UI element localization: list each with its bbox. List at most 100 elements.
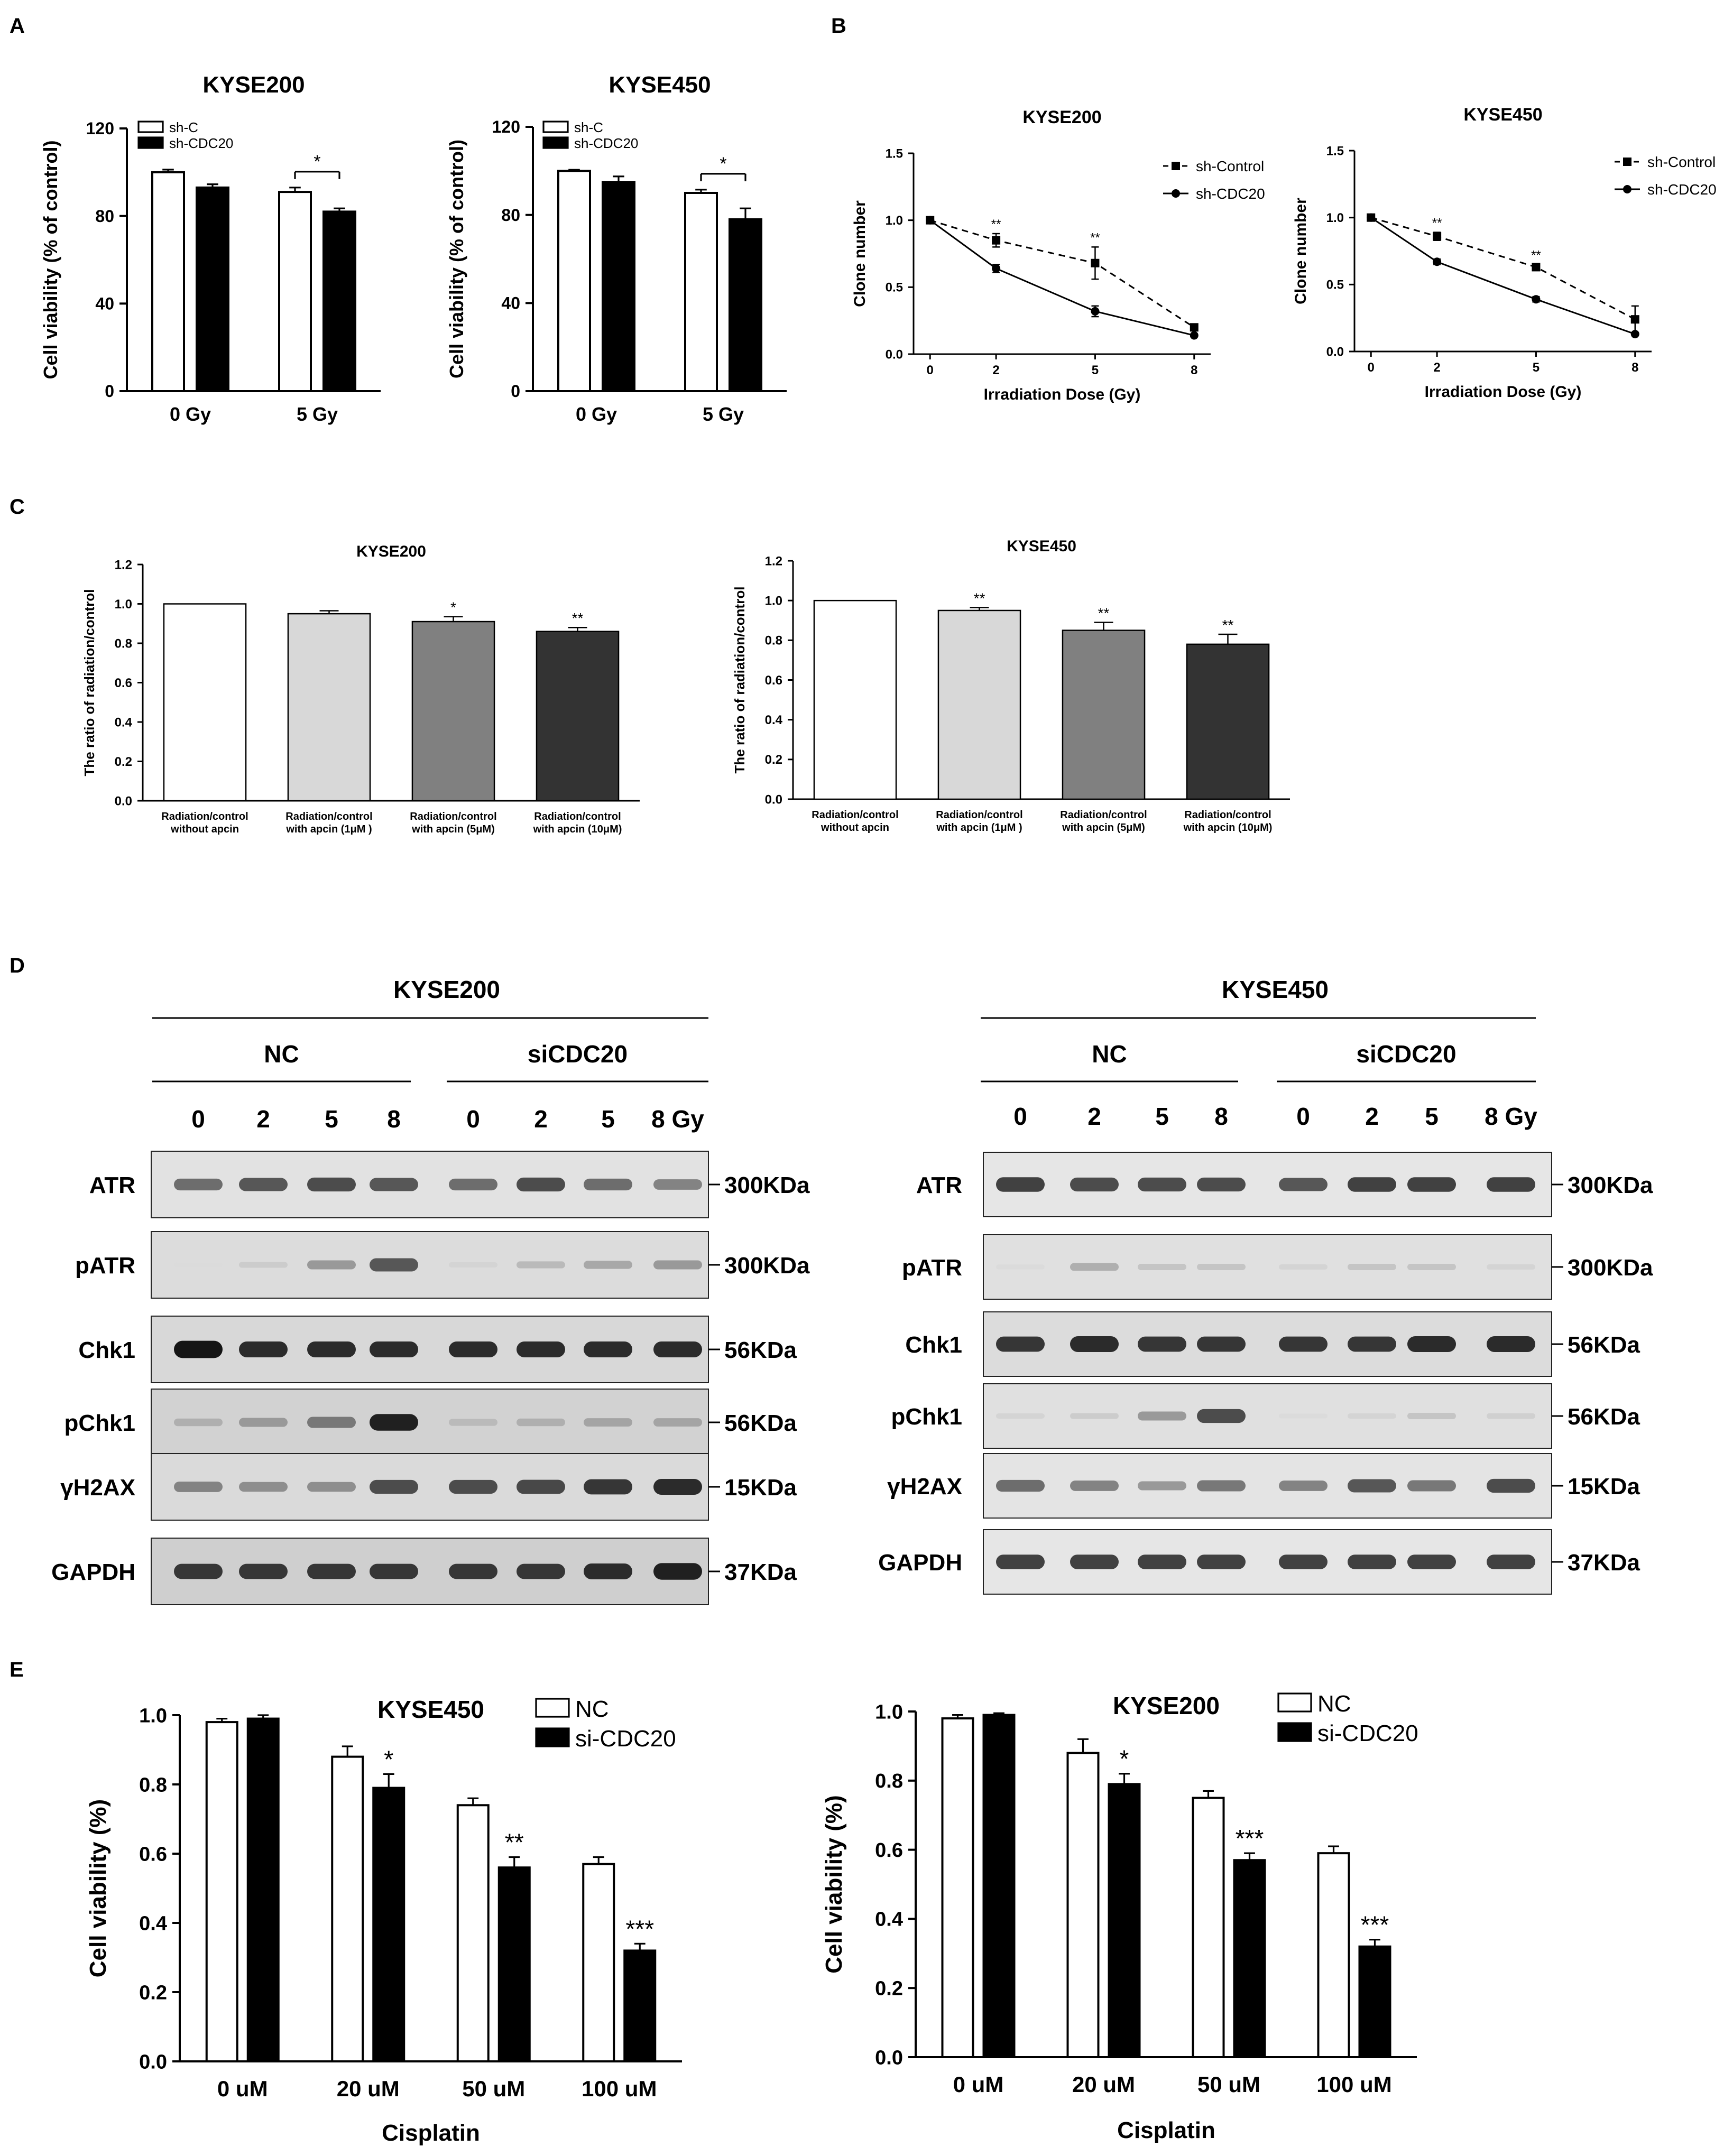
- panel-e-kyse450-y-tick-label: 0.6: [139, 1843, 167, 1865]
- panel-e-kyse200-x-tick-label: 20 uM: [1072, 2072, 1135, 2097]
- panel-d-kyse200-band: [517, 1418, 565, 1427]
- panel-a-kyse450-title: KYSE450: [609, 72, 711, 98]
- panel-e-kyse450-bar-si-CDC20: [246, 1717, 280, 2063]
- panel-b-kyse450-x-tick-label: 8: [1631, 360, 1638, 375]
- panel-e-kyse200-significance: ***: [1236, 1825, 1264, 1852]
- panel-b-kyse200-x-tick-label: 5: [1092, 363, 1099, 377]
- panel-b-kyse450-point-sh-CDC20: [1532, 295, 1541, 304]
- panel-b-kyse200-legend-label: sh-CDC20: [1196, 186, 1265, 202]
- panel-b-kyse450: 0.0 0.5 1.0 1.5 0 2 5 8 KYSE450 Irradiation Dose …: [1292, 105, 1717, 401]
- panel-d-kyse200-band: [517, 1479, 565, 1494]
- panel-d-kyse200-protein-label: pChk1: [64, 1410, 135, 1436]
- panel-a-kyse450-bar-sh-CDC20: [729, 218, 762, 392]
- panel-d-kyse200-band: [174, 1418, 223, 1427]
- panel-d-kyse200-band: [307, 1341, 356, 1358]
- panel-d-kyse200-protein-label: Chk1: [78, 1337, 135, 1363]
- panel-c-kyse450-y-tick-label: 0.4: [765, 713, 783, 727]
- panel-d-kyse450-size-label: 300KDa: [1568, 1255, 1653, 1281]
- panel-d-kyse450-band: [1348, 1479, 1396, 1493]
- panel-e-kyse200-significance: *: [1120, 1745, 1129, 1773]
- panel-a-kyse200-ylabel: Cell viability (% of control): [40, 140, 61, 379]
- panel-b-kyse200-point-sh-CDC20: [926, 216, 935, 225]
- panel-e-kyse450-bar-NC: [582, 1863, 615, 2062]
- panel-d-kyse200-band: [584, 1479, 632, 1495]
- panel-b-kyse200-x-tick-label: 2: [992, 363, 999, 377]
- panel-e-kyse200-significance: ***: [1361, 1911, 1389, 1939]
- panel-d-kyse450-size-label: 56KDa: [1568, 1404, 1640, 1430]
- panel-d-kyse450-lane-label: 8 Gy: [1485, 1103, 1537, 1130]
- panel-c-kyse450-y-tick-label: 1.2: [765, 554, 782, 568]
- panel-d-kyse450-size-label: 15KDa: [1568, 1474, 1640, 1500]
- panel-c-kyse450-y-tick-label: 0.8: [765, 634, 782, 648]
- panel-d-kyse200-band: [370, 1341, 418, 1358]
- panel-d-kyse200-band: [239, 1563, 288, 1579]
- panel-e-kyse450-bar-NC: [456, 1804, 490, 2063]
- panel-c-kyse450-y-tick-label: 0.6: [765, 673, 782, 688]
- panel-e-kyse200-xlabel: Cisplatin: [1117, 2117, 1215, 2143]
- panel-a-kyse450-bar-sh-C: [684, 192, 718, 392]
- panel-c-kyse450-bar: [813, 599, 897, 800]
- panel-b-kyse200-point-sh-Control: [1190, 323, 1199, 332]
- panel-d-kyse450-band: [1487, 1264, 1535, 1270]
- panel-e-kyse450-x-tick-label: 0 uM: [217, 2076, 268, 2101]
- panel-b-kyse200-ylabel: Clone number: [851, 200, 869, 307]
- panel-d-kyse450-band: [1070, 1480, 1119, 1491]
- panel-e-kyse450-ylabel: Cell viability (%): [85, 1799, 111, 1977]
- panel-e-kyse450-x-tick-label: 50 uM: [462, 2076, 525, 2101]
- panel-e-kyse450-x-tick-label: 20 uM: [337, 2076, 400, 2101]
- panel-d-kyse450-group-label: siCDC20: [1356, 1040, 1456, 1068]
- panel-d-kyse450-band: [1279, 1554, 1328, 1569]
- panel-a-kyse450-legend-swatch: [542, 121, 569, 133]
- panel-d-kyse450-size-label: 300KDa: [1568, 1172, 1653, 1198]
- panel-b-kyse200-legend-label: sh-Control: [1196, 158, 1264, 174]
- panel-e-kyse450-legend-swatch: [535, 1698, 570, 1718]
- panel-a-kyse450-y-tick-label: 40: [501, 294, 520, 313]
- panel-c-kyse450-x-tick-label: Radiation/control: [936, 809, 1022, 821]
- panel-d-kyse450: KYSE450 NC siCDC20 0 2 5 8 0 2 5 8 Gy ATR 300KDa pATR…: [878, 976, 1653, 1595]
- panel-e-kyse200-y-tick-label: 0.8: [875, 1770, 903, 1792]
- panel-b-kyse200-x-tick-label: 0: [927, 363, 934, 377]
- panel-d-kyse450-band: [1407, 1413, 1456, 1419]
- panel-d-kyse200-band: [239, 1262, 288, 1268]
- panel-d-kyse450-band: [1407, 1264, 1456, 1270]
- panel-e-kyse450-y-tick-label: 1.0: [139, 1705, 167, 1727]
- panel-c-kyse450-title: KYSE450: [1007, 538, 1076, 555]
- panel-a-kyse450-y-tick-label: 80: [501, 206, 520, 225]
- panel-a-kyse450-ylabel: Cell viability (% of control): [446, 140, 467, 378]
- panel-d-kyse200-band: [584, 1418, 632, 1427]
- panel-d-kyse200-band: [307, 1260, 356, 1270]
- panel-e-kyse450-xlabel: Cisplatin: [382, 2120, 480, 2146]
- panel-d-kyse450-band: [1487, 1413, 1535, 1419]
- panel-d-kyse200-group-label: siCDC20: [528, 1040, 628, 1068]
- panel-b-kyse200-legend-marker: [1172, 189, 1180, 198]
- panel-label-B: B: [831, 14, 846, 38]
- panel-d-kyse450-band: [1070, 1554, 1119, 1569]
- panel-a-kyse200-y-tick-label: 120: [86, 119, 114, 138]
- panel-d-kyse200-band: [584, 1261, 632, 1269]
- panel-d-kyse450-band: [1348, 1177, 1396, 1192]
- panel-d-kyse200-band: [584, 1178, 632, 1191]
- panel-c-kyse450-x-tick-label: without apcin: [821, 822, 889, 834]
- panel-b-kyse450-significance: **: [1432, 216, 1442, 230]
- panel-b-kyse200-title: KYSE200: [1022, 107, 1101, 127]
- panel-d-kyse200-lane-label: 5: [601, 1105, 615, 1133]
- panel-d-kyse450-size-label: 56KDa: [1568, 1332, 1640, 1358]
- panel-b-kyse450-point-sh-Control: [1630, 315, 1639, 324]
- panel-c-kyse450-x-tick-label: with apcin (5μM): [1062, 822, 1145, 834]
- panel-e-kyse450-y-tick-label: 0.2: [139, 1982, 167, 2004]
- panel-c-kyse450-x-tick-label: with apcin (1μM ): [936, 822, 1022, 834]
- panel-e-kyse200: 0.0 0.2 0.4 0.6 0.8 1.0 KYSE200 Cell viability …: [821, 1691, 1418, 2143]
- panel-e-kyse450-legend-label: si-CDC20: [575, 1726, 676, 1752]
- panel-d-kyse200-size-label: 300KDa: [724, 1172, 810, 1198]
- panel-b-kyse200-legend-marker: [1172, 162, 1180, 170]
- panel-b-kyse450-legend-marker: [1623, 158, 1631, 166]
- panel-d-kyse200-band: [174, 1563, 223, 1579]
- panel-d-kyse450-lane-label: 2: [1087, 1103, 1101, 1130]
- panel-d-kyse450-blot-strip: [983, 1234, 1552, 1300]
- panel-d-kyse450-band: [1407, 1554, 1456, 1569]
- panel-d-kyse200-size-label: 15KDa: [724, 1475, 797, 1501]
- panel-d-kyse200-size-label: 37KDa: [724, 1559, 797, 1585]
- panel-e-kyse200-legend-label: NC: [1317, 1691, 1351, 1717]
- panel-c-kyse450-y-tick-label: 0.0: [765, 792, 782, 807]
- panel-d-kyse450-band: [1348, 1554, 1396, 1569]
